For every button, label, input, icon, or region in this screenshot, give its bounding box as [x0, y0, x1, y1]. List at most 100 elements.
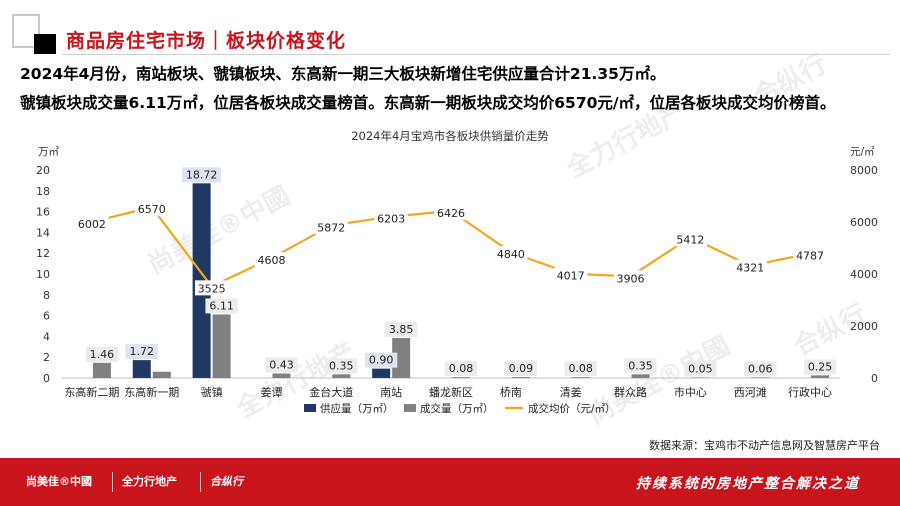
data-label-price: 3906	[617, 272, 645, 285]
y-left-tick-label: 4	[43, 330, 50, 343]
data-label-deal-bg	[85, 346, 119, 362]
data-label-price: 6426	[437, 207, 465, 220]
data-label-supply: 0.90	[369, 354, 394, 367]
y-right-tick-label: 8000	[850, 164, 878, 177]
footer-tagline: 持续系统的房地产整合解决之道	[636, 476, 860, 492]
data-label-deal-bg	[803, 359, 837, 375]
data-label-deal-bg	[624, 358, 657, 374]
data-label-price: 6203	[377, 213, 405, 226]
footer-logo-shangmeijia: 尚美佳®中國	[26, 475, 92, 488]
data-label-supply-bg	[364, 352, 398, 368]
data-label-price: 5872	[317, 221, 345, 234]
data-label-deal: 0.06	[748, 362, 773, 375]
data-label-deal-bg	[265, 357, 298, 373]
y-left-tick-label: 12	[36, 247, 50, 260]
data-label-deal-bg	[564, 361, 597, 377]
data-label-price-bg	[673, 231, 708, 247]
x-tick-label: 市中心	[674, 385, 707, 399]
data-label-price: 4608	[257, 254, 285, 267]
data-label-deal-bg	[444, 361, 478, 377]
y-left-tick-label: 20	[36, 164, 50, 177]
y-left-tick-label: 16	[36, 206, 50, 219]
x-tick-label: 金台大道	[309, 385, 353, 399]
data-label-price-bg	[613, 270, 648, 286]
data-label-supply-bg	[182, 167, 222, 183]
bar-deal	[272, 373, 291, 378]
legend-swatch-supply	[304, 404, 316, 412]
data-label-deal: 0.43	[269, 359, 294, 372]
data-label-price: 6570	[138, 203, 166, 216]
y-left-tick-label: 2	[43, 351, 50, 364]
title-decoration-outline	[12, 14, 40, 48]
bar-deal	[452, 377, 470, 378]
y-left-tick-label: 14	[36, 226, 50, 239]
data-label-deal-bg	[205, 298, 238, 314]
data-label-price: 4017	[557, 270, 585, 283]
summary-line-2: 虢镇板块成交量6.11万㎡，位居各板块成交量榜首。东高新一期板块成交均价6570…	[20, 94, 836, 112]
legend-label-price: 成交均价（元/㎡）	[528, 402, 616, 415]
data-label-deal-bg	[684, 361, 717, 377]
data-label-deal: 0.35	[628, 359, 653, 372]
data-label-deal: 6.11	[209, 299, 234, 312]
x-tick-label: 南站	[380, 385, 402, 399]
data-label-deal-bg	[325, 358, 358, 374]
data-label-deal: 0.08	[449, 362, 474, 375]
bar-deal	[631, 374, 650, 378]
legend-label-supply: 供应量（万㎡）	[320, 402, 394, 415]
x-tick-label: 群众路	[614, 385, 647, 399]
y-right-tick-label: 6000	[850, 216, 878, 229]
data-label-price-bg	[75, 215, 109, 231]
price-volume-chart: 0 2 4 6 8 10 12 14 16 18 20 万㎡ 0 2000 4000 6000 8000 元/㎡东…	[36, 146, 878, 415]
x-tick-label: 行政中心	[788, 385, 832, 399]
data-label-supply: 18.72	[186, 168, 218, 181]
page-title: 商品房住宅市场｜板块价格变化	[66, 30, 347, 52]
footer-separator	[112, 472, 113, 492]
y-left-tick-label: 10	[36, 268, 50, 281]
data-label-deal: 0.08	[568, 362, 593, 375]
data-label-supply: 1.72	[130, 345, 155, 358]
y-right-unit: 元/㎡	[850, 146, 875, 158]
y-left-tick-label: 18	[36, 185, 50, 198]
data-label-price: 5412	[676, 233, 704, 246]
x-tick-label: 东高新二期	[64, 385, 119, 399]
bar-supply	[132, 360, 151, 378]
bar-deal	[332, 374, 351, 378]
bar-deal	[212, 314, 231, 378]
y-left-tick-label: 0	[43, 372, 50, 385]
data-label-deal-bg	[504, 361, 538, 377]
bar-deal	[751, 377, 770, 378]
data-label-price-bg	[793, 247, 827, 263]
data-label-price: 4321	[736, 262, 764, 275]
x-tick-label: 虢镇	[201, 385, 223, 399]
data-label-price-bg	[554, 267, 588, 283]
title-divider	[62, 54, 890, 55]
data-label-price-bg	[494, 246, 528, 262]
footer-separator	[200, 472, 201, 492]
y-right-tick-label: 2000	[850, 320, 878, 333]
bar-supply	[372, 368, 391, 378]
data-label-price: 3525	[198, 282, 226, 295]
y-right-tick-label: 0	[871, 372, 878, 385]
data-label-deal: 0.25	[808, 360, 833, 373]
legend-swatch-deal	[404, 404, 416, 412]
data-label-deal-bg	[744, 361, 777, 377]
data-label-deal: 0.09	[509, 362, 534, 375]
y-left-tick-label: 6	[43, 310, 50, 323]
y-left-tick-label: 8	[43, 289, 50, 302]
x-tick-label: 东高新一期	[124, 385, 179, 399]
data-label-price-bg	[135, 201, 169, 217]
data-label-deal-bg	[384, 321, 418, 337]
data-label-price-bg	[314, 219, 348, 235]
data-label-deal: 1.46	[90, 348, 115, 361]
x-tick-label: 姜谭	[260, 385, 282, 399]
bar-deal	[511, 377, 530, 378]
data-label-price-bg	[733, 259, 767, 275]
data-label-price-bg	[194, 280, 229, 296]
bar-deal	[152, 371, 171, 378]
data-label-price: 4840	[497, 248, 525, 261]
x-tick-label: 蟠龙新区	[429, 385, 473, 399]
bar-deal	[811, 375, 830, 378]
bar-deal	[392, 337, 411, 378]
data-label-price: 6002	[78, 218, 106, 231]
x-tick-label: 清姜	[560, 385, 582, 399]
